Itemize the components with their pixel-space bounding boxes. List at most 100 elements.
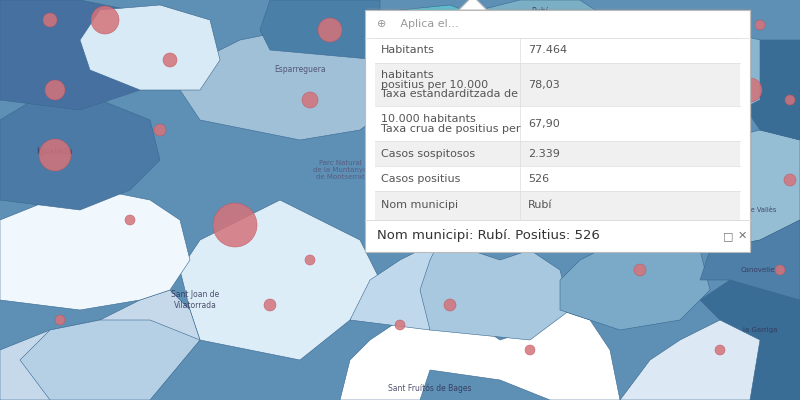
Bar	[375, 106, 740, 141]
Bar	[375, 38, 740, 63]
Bar	[367, 8, 752, 250]
Text: la Llagosta: la Llagosta	[662, 12, 698, 18]
Polygon shape	[20, 320, 200, 400]
Text: Sant Fruítós de Bages: Sant Fruítós de Bages	[388, 383, 472, 393]
Polygon shape	[180, 200, 380, 360]
Circle shape	[595, 75, 605, 85]
Circle shape	[395, 320, 405, 330]
Text: Canovelles: Canovelles	[741, 267, 779, 273]
Text: Parets del Vallès: Parets del Vallès	[691, 177, 749, 183]
Circle shape	[318, 18, 342, 42]
Polygon shape	[80, 5, 220, 90]
Text: □: □	[722, 231, 734, 241]
Circle shape	[672, 17, 688, 33]
Text: Parc Natural
de la Muntanya
de Montserrat: Parc Natural de la Muntanya de Montserra…	[313, 160, 367, 180]
Text: ✕: ✕	[738, 231, 746, 241]
Circle shape	[525, 345, 535, 355]
Bar	[375, 141, 740, 166]
Circle shape	[45, 80, 65, 100]
Circle shape	[154, 124, 166, 136]
Circle shape	[775, 265, 785, 275]
Circle shape	[55, 315, 65, 325]
Text: Igualada: Igualada	[36, 148, 72, 156]
Circle shape	[784, 174, 796, 186]
Text: Badia del Vallès: Badia del Vallès	[542, 47, 598, 53]
Polygon shape	[630, 30, 760, 120]
Circle shape	[715, 230, 725, 240]
Circle shape	[634, 264, 646, 276]
Polygon shape	[0, 0, 160, 110]
Text: 10.000 habitants: 10.000 habitants	[381, 114, 476, 124]
Text: Casos positius: Casos positius	[381, 174, 460, 184]
Text: Rubí: Rubí	[528, 200, 553, 210]
Circle shape	[91, 6, 119, 34]
Text: 77.464: 77.464	[528, 45, 567, 55]
Circle shape	[436, 76, 464, 104]
Polygon shape	[0, 90, 160, 210]
Circle shape	[635, 140, 645, 150]
Text: 526: 526	[528, 174, 549, 184]
Polygon shape	[740, 40, 800, 140]
Polygon shape	[640, 130, 800, 250]
Circle shape	[755, 20, 765, 30]
Circle shape	[302, 92, 318, 108]
Polygon shape	[180, 30, 400, 140]
Circle shape	[554, 144, 566, 156]
Text: Taxa estandarditzada de: Taxa estandarditzada de	[381, 89, 518, 99]
Polygon shape	[340, 300, 620, 400]
Polygon shape	[350, 240, 490, 330]
Text: Rubí: Rubí	[531, 8, 549, 16]
Polygon shape	[620, 300, 800, 400]
Bar	[375, 166, 740, 191]
Polygon shape	[700, 240, 800, 400]
Polygon shape	[460, 10, 680, 120]
Text: Molins de Vallès: Molins de Vallès	[723, 207, 777, 213]
Polygon shape	[260, 0, 380, 60]
Text: Esparreguera: Esparreguera	[274, 66, 326, 74]
Circle shape	[125, 215, 135, 225]
Circle shape	[163, 53, 177, 67]
Text: positius per 10.000: positius per 10.000	[381, 80, 488, 90]
Circle shape	[495, 225, 505, 235]
Polygon shape	[560, 230, 710, 330]
Text: ⊕    Aplica el...: ⊕ Aplica el...	[377, 19, 458, 29]
Text: Mollet del
Vallès: Mollet del Vallès	[683, 104, 717, 116]
Circle shape	[434, 179, 446, 191]
Polygon shape	[0, 190, 190, 310]
Circle shape	[305, 255, 315, 265]
Text: Nom municipi: Nom municipi	[381, 200, 458, 210]
Bar	[375, 191, 740, 220]
Bar	[365, 10, 750, 252]
Circle shape	[264, 299, 276, 311]
Text: habitants: habitants	[381, 70, 434, 80]
Circle shape	[715, 345, 725, 355]
Circle shape	[660, 70, 700, 110]
Text: 67,90: 67,90	[528, 119, 560, 129]
Text: la Llagosta: la Llagosta	[661, 197, 699, 203]
Text: Casos sospitosos: Casos sospitosos	[381, 149, 475, 159]
Circle shape	[626, 191, 654, 219]
Text: Cerdanyola del Vallès: Cerdanyola del Vallès	[622, 56, 698, 64]
Circle shape	[584, 214, 596, 226]
Text: 78,03: 78,03	[528, 80, 560, 90]
Polygon shape	[370, 5, 490, 80]
Text: la Garriga: la Garriga	[743, 327, 777, 333]
Text: 2.339: 2.339	[528, 149, 560, 159]
Polygon shape	[0, 290, 200, 400]
Circle shape	[738, 78, 762, 102]
Circle shape	[444, 299, 456, 311]
Circle shape	[375, 115, 385, 125]
Polygon shape	[470, 0, 610, 80]
Text: Sant Joan de
Vilatorrada: Sant Joan de Vilatorrada	[171, 290, 219, 310]
Circle shape	[213, 203, 257, 247]
Text: Nom municipi: Rubí. Positius: 526: Nom municipi: Rubí. Positius: 526	[377, 230, 600, 242]
Text: Habitants: Habitants	[381, 45, 435, 55]
Polygon shape	[459, 0, 486, 10]
Text: Taxa crua de positius per: Taxa crua de positius per	[381, 124, 521, 134]
Circle shape	[785, 95, 795, 105]
Bar	[375, 63, 740, 106]
Polygon shape	[700, 220, 800, 300]
Circle shape	[43, 13, 57, 27]
Polygon shape	[420, 240, 570, 340]
Circle shape	[39, 139, 71, 171]
